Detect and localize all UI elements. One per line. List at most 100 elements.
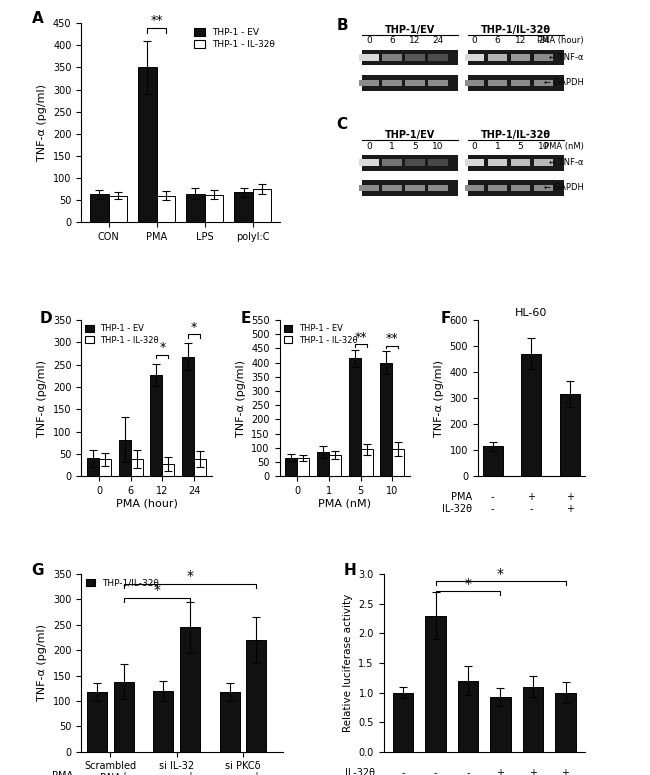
Bar [405, 80, 424, 86]
Bar [488, 160, 508, 166]
Bar [405, 184, 424, 191]
Bar [521, 354, 541, 477]
Text: G: G [31, 563, 44, 578]
Text: 5: 5 [412, 142, 418, 150]
Bar [465, 80, 484, 86]
Bar [488, 80, 508, 86]
Bar [382, 160, 402, 166]
Text: -: - [530, 505, 533, 515]
Text: 10: 10 [432, 142, 443, 150]
Bar [534, 80, 553, 86]
Bar [382, 80, 402, 86]
Bar [428, 54, 448, 60]
Bar [180, 628, 200, 752]
Text: THP-1/IL-32θ: THP-1/IL-32θ [481, 130, 551, 140]
Bar [428, 80, 448, 86]
Text: **: ** [354, 331, 367, 343]
Text: D: D [40, 311, 52, 326]
X-axis label: PMA (hour): PMA (hour) [116, 499, 177, 509]
Bar [560, 394, 580, 477]
Y-axis label: TNF-α (pg/ml): TNF-α (pg/ml) [236, 360, 246, 436]
Bar [138, 67, 157, 222]
Bar [393, 449, 404, 477]
Text: F: F [440, 311, 450, 326]
Text: -: - [491, 492, 495, 502]
Text: +: + [562, 768, 569, 775]
Text: +: + [566, 492, 574, 502]
Bar [361, 449, 372, 477]
Text: A: A [32, 12, 44, 26]
Text: *: * [497, 567, 504, 580]
Text: THP-1/EV: THP-1/EV [385, 130, 436, 140]
X-axis label: PMA (nM): PMA (nM) [318, 499, 371, 509]
Text: -: - [466, 768, 470, 775]
Bar [490, 698, 510, 752]
Text: C: C [337, 117, 348, 132]
Bar [329, 455, 341, 477]
Text: 24: 24 [538, 36, 549, 46]
Bar [119, 439, 131, 477]
Legend: THP-1 - EV, THP-1 - IL-32θ: THP-1 - EV, THP-1 - IL-32θ [85, 324, 159, 345]
Bar [87, 459, 99, 477]
Bar [235, 192, 253, 222]
Bar [109, 196, 127, 222]
Bar [182, 356, 194, 477]
Bar [465, 184, 484, 191]
Text: 5: 5 [517, 142, 523, 150]
Text: IL-32θ: IL-32θ [345, 768, 376, 775]
Text: ← GAPDH: ← GAPDH [544, 78, 584, 88]
Text: IL-32θ: IL-32θ [443, 505, 473, 515]
Bar [99, 460, 111, 477]
Bar [285, 458, 298, 477]
Bar [428, 160, 448, 166]
Bar [488, 184, 508, 191]
Bar [511, 160, 530, 166]
Text: 0: 0 [472, 36, 478, 46]
Text: 12: 12 [409, 36, 421, 46]
Text: THP-1/IL-32θ: THP-1/IL-32θ [481, 25, 551, 35]
Text: +: + [120, 771, 127, 775]
Bar [465, 160, 484, 166]
Bar [187, 194, 205, 222]
Bar [534, 184, 553, 191]
Text: 12: 12 [515, 36, 527, 46]
Text: -: - [491, 505, 495, 515]
Text: ← GAPDH: ← GAPDH [544, 184, 584, 192]
Text: +: + [252, 771, 260, 775]
Bar [131, 460, 143, 477]
Text: -: - [401, 768, 405, 775]
Text: *: * [187, 569, 194, 584]
Text: 0: 0 [472, 142, 478, 150]
Bar [359, 80, 378, 86]
Text: *: * [465, 577, 471, 591]
Bar [382, 54, 402, 60]
Text: 0: 0 [366, 142, 372, 150]
Bar [253, 189, 271, 222]
Bar [90, 195, 109, 222]
Text: +: + [529, 768, 537, 775]
Y-axis label: TNF-α (pg/ml): TNF-α (pg/ml) [434, 360, 444, 436]
Text: 0: 0 [366, 36, 372, 46]
Text: +: + [566, 505, 574, 515]
Bar [150, 375, 162, 477]
Bar [468, 180, 564, 196]
Bar [405, 160, 424, 166]
Text: 10: 10 [538, 142, 549, 150]
Bar [317, 452, 329, 477]
Bar [348, 358, 361, 477]
Text: +: + [497, 768, 504, 775]
Bar [468, 75, 564, 91]
Text: PMA: PMA [451, 492, 473, 502]
Text: E: E [240, 311, 251, 326]
Legend: THP-1 - EV, THP-1 - IL-32θ: THP-1 - EV, THP-1 - IL-32θ [283, 324, 358, 345]
Bar [483, 446, 503, 477]
Bar [380, 363, 393, 477]
Text: 6: 6 [495, 36, 501, 46]
Bar [153, 691, 174, 752]
Bar [359, 184, 378, 191]
Text: +: + [186, 771, 194, 775]
Bar [362, 75, 458, 91]
Text: -: - [434, 768, 437, 775]
Bar [468, 50, 564, 66]
Bar [157, 196, 175, 222]
